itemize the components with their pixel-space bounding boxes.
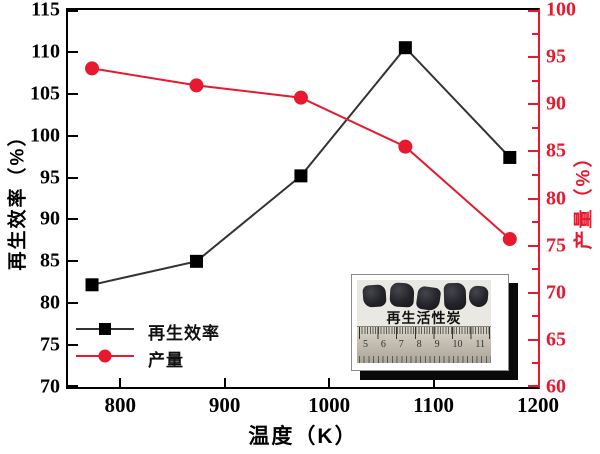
data-point-再生效率 [398, 41, 412, 55]
legend-label-efficiency: 再生效率 [148, 324, 220, 343]
right-y-tick [528, 291, 538, 294]
right-y-tick-label: 65 [546, 328, 566, 351]
left-y-tick-label: 105 [30, 82, 60, 105]
x-tick-label: 1000 [308, 393, 351, 417]
data-point-再生效率 [85, 278, 99, 292]
left-y-tick-label: 85 [40, 249, 60, 272]
left-y-tick [68, 50, 78, 53]
right-y-tick-label: 100 [546, 0, 576, 21]
carbon-piece [389, 282, 415, 308]
right-y-tick-label: 75 [546, 234, 566, 257]
ruler-cm-ticks [359, 327, 491, 339]
x-tick-label: 800 [104, 393, 136, 417]
left-y-tick-label: 75 [40, 333, 60, 356]
ruler-number: 8 [416, 339, 422, 350]
x-tick [223, 378, 226, 387]
right-y-minor-tick [532, 268, 538, 271]
left-y-tick [68, 385, 78, 387]
yield-line-marker-icon [76, 347, 134, 370]
left-y-tick-label: 115 [31, 0, 60, 21]
ruler-bottom-ticks [359, 356, 491, 363]
right-y-minor-tick [532, 79, 538, 82]
right-y-tick-label: 80 [546, 187, 566, 209]
left-y-tick [68, 134, 78, 137]
legend: 再生效率 产量 [76, 318, 220, 372]
right-y-minor-tick [532, 173, 538, 176]
left-y-tick-label: 100 [30, 124, 60, 147]
carbon-piece [362, 284, 387, 308]
legend-item-efficiency: 再生效率 [76, 318, 220, 345]
left-y-tick [68, 92, 78, 95]
x-tick [328, 378, 331, 387]
right-y-tick [528, 150, 538, 153]
left-y-tick [68, 10, 78, 12]
ruler-number: 7 [398, 339, 404, 350]
left-y-tick-label: 90 [40, 207, 60, 230]
left-y-tick [68, 218, 78, 221]
x-tick [432, 378, 435, 387]
x-tick-label: 1200 [517, 393, 559, 417]
left-y-tick [68, 176, 78, 179]
right-y-tick [528, 103, 538, 106]
left-y-tick [68, 302, 78, 305]
series-line-再生效率 [91, 46, 511, 286]
right-y-minor-tick [532, 32, 538, 35]
right-y-tick-label: 70 [546, 281, 566, 304]
x-tick [119, 378, 122, 387]
inset-photo: 再生活性炭 5 6 7 8 9 10 11 [351, 274, 509, 371]
inset-caption: 再生活性炭 [386, 310, 462, 326]
right-y-tick [528, 338, 538, 341]
left-axis-title: 再生效率（%） [7, 125, 29, 271]
x-tick-label: 1100 [413, 393, 454, 417]
right-y-tick-label: 95 [546, 45, 566, 68]
left-y-tick [68, 344, 78, 347]
x-tick-label: 900 [208, 393, 241, 417]
inset-photo-content: 再生活性炭 5 6 7 8 9 10 11 [357, 280, 491, 363]
carbon-piece [443, 282, 467, 311]
x-axis-title: 温度（K） [248, 425, 358, 448]
plot-area: 再生效率 产量 再生活性炭 [66, 8, 540, 389]
right-y-tick [528, 385, 538, 387]
series-svg [85, 41, 517, 292]
left-y-tick-label: 95 [40, 166, 60, 189]
right-y-tick [528, 56, 538, 59]
ruler-number: 5 [363, 339, 368, 350]
ruler-number: 10 [452, 339, 463, 350]
left-y-tick-label: 110 [31, 40, 60, 63]
right-y-tick-label: 85 [546, 139, 566, 162]
right-y-tick-label: 90 [546, 92, 566, 115]
data-point-产量 [85, 61, 100, 76]
data-point-产量 [502, 232, 517, 247]
left-y-tick [68, 260, 78, 263]
data-point-再生效率 [294, 169, 308, 183]
data-point-产量 [398, 139, 413, 154]
right-y-minor-tick [532, 362, 538, 365]
right-y-minor-tick [532, 315, 538, 318]
data-point-再生效率 [503, 150, 517, 164]
ruler-number: 11 [475, 339, 485, 350]
left-y-tick-label: 80 [40, 291, 60, 314]
ruler-number: 9 [434, 339, 440, 350]
data-point-产量 [293, 90, 308, 105]
right-axis-title: 产量（%） [573, 146, 595, 250]
ruler-numbers: 5 6 7 8 9 10 11 [357, 339, 491, 350]
legend-item-yield: 产量 [76, 345, 220, 372]
efficiency-line-marker-icon [76, 320, 134, 343]
data-point-产量 [189, 78, 204, 93]
right-y-tick [528, 10, 538, 12]
right-y-tick [528, 244, 538, 247]
legend-label-yield: 产量 [148, 351, 184, 370]
data-point-再生效率 [189, 254, 203, 268]
carbon-piece [468, 285, 489, 308]
right-y-tick [528, 197, 538, 200]
left-y-tick-label: 70 [40, 375, 60, 398]
ruler: 5 6 7 8 9 10 11 [357, 326, 491, 363]
right-y-tick-label: 60 [546, 375, 566, 398]
right-y-minor-tick [532, 221, 538, 224]
ruler-number: 6 [380, 339, 386, 350]
right-y-minor-tick [532, 126, 538, 129]
